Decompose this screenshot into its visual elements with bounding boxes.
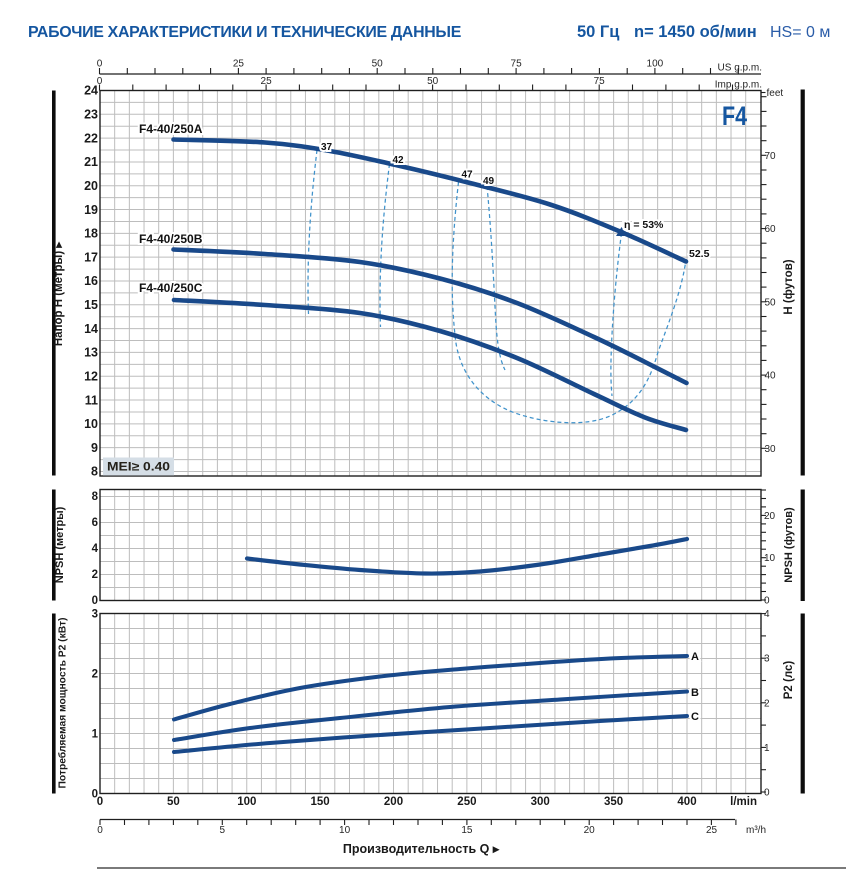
svg-text:14: 14 <box>84 322 98 336</box>
svg-text:50 Гц: 50 Гц <box>577 23 619 41</box>
svg-text:25: 25 <box>706 825 718 836</box>
svg-text:16: 16 <box>84 274 98 288</box>
svg-text:F4: F4 <box>722 101 747 131</box>
svg-text:0: 0 <box>97 825 103 836</box>
svg-text:A: A <box>691 651 699 663</box>
svg-text:η = 53%: η = 53% <box>624 219 664 231</box>
svg-text:F4-40/250A: F4-40/250A <box>139 122 203 136</box>
svg-text:24: 24 <box>84 84 98 98</box>
svg-text:100: 100 <box>237 796 256 808</box>
svg-text:0: 0 <box>764 788 770 799</box>
svg-text:5: 5 <box>220 825 226 836</box>
svg-text:23: 23 <box>84 108 98 122</box>
svg-text:B: B <box>691 687 699 699</box>
svg-text:РАБОЧИЕ ХАРАКТЕРИСТИКИ И ТЕХНИ: РАБОЧИЕ ХАРАКТЕРИСТИКИ И ТЕХНИЧЕСКИЕ ДАН… <box>28 24 461 41</box>
svg-text:25: 25 <box>233 59 245 70</box>
svg-text:0: 0 <box>97 59 103 70</box>
svg-text:Imp g.p.m.: Imp g.p.m. <box>715 80 762 91</box>
svg-text:n= 1450 об/мин: n= 1450 об/мин <box>634 23 757 41</box>
svg-text:37: 37 <box>321 142 333 153</box>
svg-text:18: 18 <box>84 227 98 241</box>
svg-text:Производительность Q ▸: Производительность Q ▸ <box>343 842 501 856</box>
svg-text:20: 20 <box>764 511 776 522</box>
svg-text:10: 10 <box>339 825 351 836</box>
svg-text:200: 200 <box>384 796 403 808</box>
svg-text:C: C <box>691 711 699 723</box>
svg-text:0: 0 <box>92 595 98 607</box>
svg-text:13: 13 <box>84 346 98 360</box>
svg-text:HS= 0 м: HS= 0 м <box>770 24 830 41</box>
svg-text:50: 50 <box>765 297 777 308</box>
svg-text:0: 0 <box>97 76 103 87</box>
svg-text:8: 8 <box>91 465 98 479</box>
svg-text:10: 10 <box>84 417 98 431</box>
svg-text:Потребляемая мощность P2 (кВт): Потребляемая мощность P2 (кВт) <box>57 618 69 789</box>
svg-text:70: 70 <box>765 151 777 162</box>
svg-text:Напор H (метры) ▸: Напор H (метры) ▸ <box>53 241 65 346</box>
svg-text:F4-40/250B: F4-40/250B <box>139 232 203 246</box>
svg-text:19: 19 <box>84 203 98 217</box>
svg-text:2: 2 <box>764 698 770 709</box>
svg-text:m³/h: m³/h <box>746 825 766 836</box>
svg-text:9: 9 <box>91 441 98 455</box>
svg-text:50: 50 <box>372 59 384 70</box>
svg-text:350: 350 <box>604 796 623 808</box>
svg-text:400: 400 <box>677 796 696 808</box>
svg-text:6: 6 <box>92 517 98 529</box>
svg-text:15: 15 <box>461 825 473 836</box>
svg-text:H (футов): H (футов) <box>783 259 795 314</box>
svg-text:feet: feet <box>767 88 784 99</box>
svg-text:NPSH (метры): NPSH (метры) <box>54 506 66 583</box>
svg-text:75: 75 <box>594 76 606 87</box>
svg-text:11: 11 <box>85 393 98 407</box>
svg-text:20: 20 <box>84 179 98 193</box>
svg-text:l/min: l/min <box>730 796 757 808</box>
svg-text:4: 4 <box>92 543 99 555</box>
svg-text:P2 (лс): P2 (лс) <box>783 661 795 700</box>
svg-text:21: 21 <box>84 155 98 169</box>
svg-text:3: 3 <box>764 654 770 665</box>
svg-text:20: 20 <box>584 825 596 836</box>
svg-text:US g.p.m.: US g.p.m. <box>718 63 762 74</box>
svg-text:F4-40/250C: F4-40/250C <box>139 281 203 295</box>
svg-text:150: 150 <box>311 796 330 808</box>
svg-text:4: 4 <box>764 609 770 620</box>
svg-text:250: 250 <box>457 796 476 808</box>
svg-text:2: 2 <box>92 669 98 681</box>
svg-text:42: 42 <box>393 155 405 166</box>
svg-text:0: 0 <box>764 596 770 607</box>
svg-text:100: 100 <box>647 59 664 70</box>
svg-text:1: 1 <box>92 729 99 741</box>
svg-text:75: 75 <box>511 59 523 70</box>
svg-text:15: 15 <box>84 298 98 312</box>
svg-text:0: 0 <box>92 789 98 801</box>
svg-text:NPSH (футов): NPSH (футов) <box>783 507 795 583</box>
svg-text:8: 8 <box>92 491 99 503</box>
svg-text:25: 25 <box>261 76 273 87</box>
svg-text:47: 47 <box>462 170 474 181</box>
svg-text:300: 300 <box>531 796 550 808</box>
svg-text:52.5: 52.5 <box>689 248 710 260</box>
svg-text:40: 40 <box>765 371 777 382</box>
svg-text:10: 10 <box>764 553 776 564</box>
svg-text:2: 2 <box>92 569 98 581</box>
svg-text:3: 3 <box>92 609 98 621</box>
svg-text:0: 0 <box>97 796 103 808</box>
svg-text:MEI≥ 0.40: MEI≥ 0.40 <box>107 460 170 474</box>
svg-text:22: 22 <box>84 131 98 145</box>
svg-text:50: 50 <box>427 76 439 87</box>
svg-text:60: 60 <box>765 224 777 235</box>
svg-text:30: 30 <box>765 444 777 455</box>
svg-text:50: 50 <box>167 796 180 808</box>
svg-text:49: 49 <box>483 176 495 187</box>
svg-text:1: 1 <box>764 743 770 754</box>
svg-text:17: 17 <box>84 250 98 264</box>
svg-text:12: 12 <box>84 369 98 383</box>
